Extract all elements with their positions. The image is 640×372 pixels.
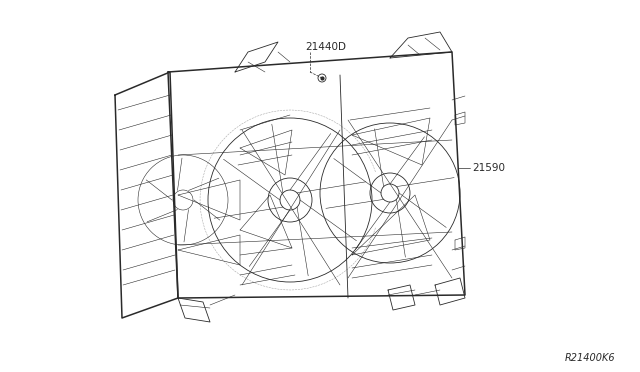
Text: 21590: 21590: [472, 163, 505, 173]
Text: R21400K6: R21400K6: [564, 353, 615, 363]
Text: 21440D: 21440D: [305, 42, 346, 52]
